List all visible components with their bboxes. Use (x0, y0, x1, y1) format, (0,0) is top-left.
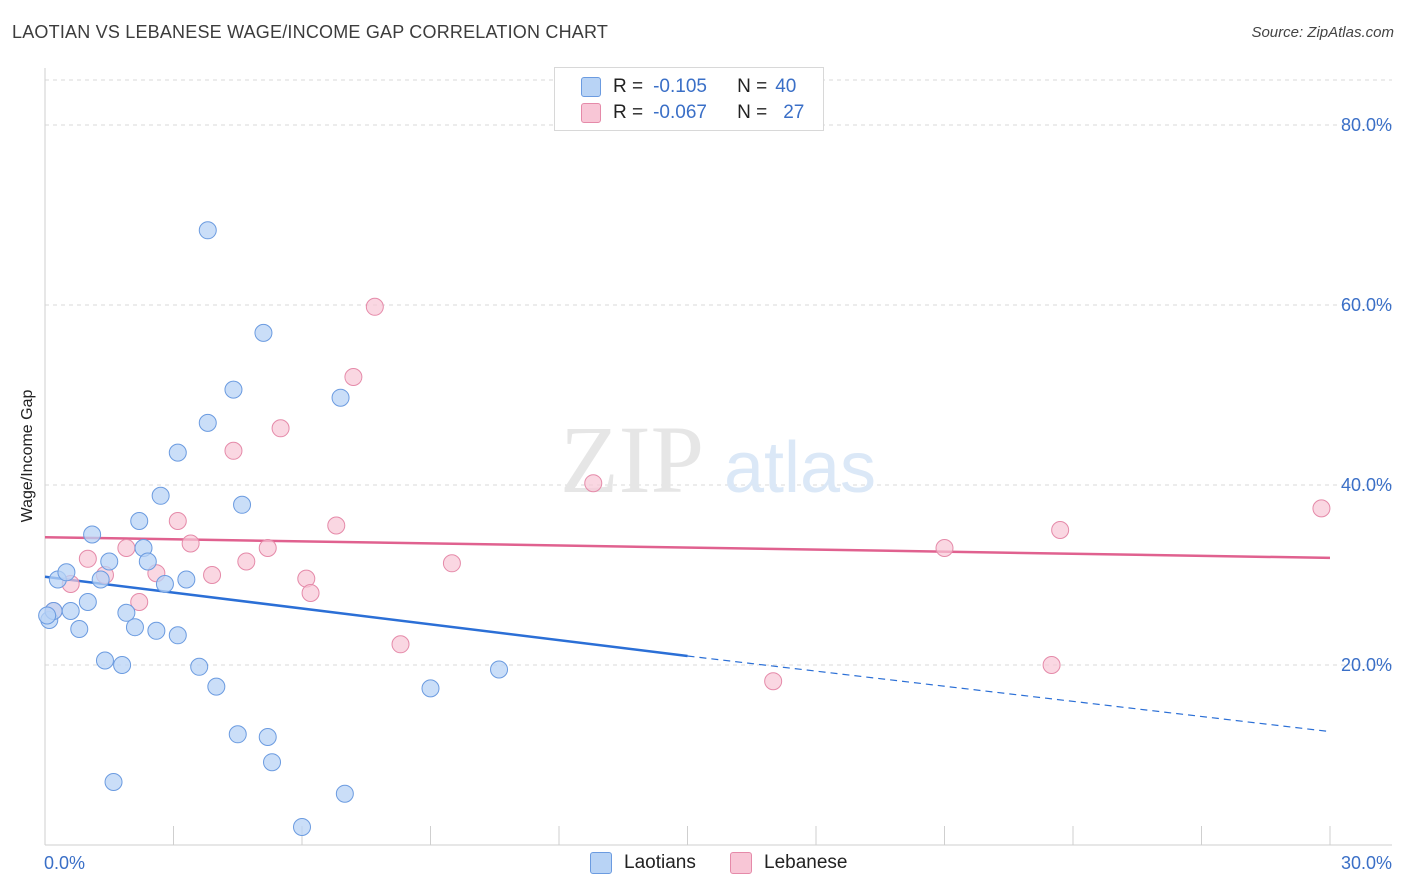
y-tick-label: 20.0% (1341, 655, 1392, 675)
data-point-laotians (155, 575, 174, 593)
data-point-lebanese (181, 534, 200, 553)
trend-lines (44, 535, 1331, 733)
data-point-laotians (293, 818, 311, 836)
data-point-laotians (190, 657, 209, 676)
chart-title: LAOTIAN VS LEBANESE WAGE/INCOME GAP CORR… (12, 22, 609, 42)
trend-line-lebanese (44, 535, 1331, 560)
legend-swatch-lebanese (581, 103, 601, 123)
trend-line-laotians (44, 575, 688, 658)
data-point-lebanese (301, 584, 320, 602)
data-point-laotians (207, 677, 226, 696)
data-point-laotians (147, 621, 166, 640)
data-point-lebanese (764, 672, 783, 691)
data-point-lebanese (1312, 499, 1331, 518)
y-axis-label: Wage/Income Gap (19, 390, 36, 523)
data-point-lebanese (391, 635, 410, 654)
data-point-lebanese (935, 539, 954, 557)
data-point-laotians (224, 380, 243, 399)
data-point-lebanese (344, 368, 363, 386)
legend-swatch-laotians (581, 77, 601, 97)
bottom-legend-label-lebanese: Lebanese (764, 852, 848, 873)
data-point-laotians (233, 495, 252, 514)
bottom-legend-label-laotians: Laotians (624, 852, 696, 873)
series-laotians (38, 221, 509, 836)
data-point-laotians (177, 570, 196, 589)
data-point-lebanese (365, 297, 384, 316)
data-point-laotians (95, 651, 114, 670)
grid-lines (45, 79, 1392, 666)
trend-line-laotians-extension (687, 655, 1331, 733)
x-tick-label: 30.0% (1341, 853, 1392, 873)
bottom-legend-lebanese: Lebanese (730, 852, 847, 874)
data-point-laotians (421, 679, 440, 698)
data-point-lebanese (203, 566, 222, 584)
y-tick-label: 60.0% (1341, 295, 1392, 315)
data-point-lebanese (1051, 521, 1070, 539)
data-point-lebanese (442, 554, 461, 573)
data-point-laotians (198, 413, 217, 432)
watermark-zip: ZIP (560, 406, 704, 513)
legend-row-laotians: R = -0.105 N = 40 (581, 76, 796, 98)
bottom-legend-swatch-lebanese (730, 852, 752, 874)
data-point-laotians (198, 221, 217, 240)
data-point-lebanese (258, 539, 277, 557)
stats-legend: R = -0.105 N = 40 R = -0.067 N = 27 (554, 67, 824, 131)
data-point-lebanese (327, 516, 346, 535)
data-point-laotians (125, 618, 144, 637)
data-point-laotians (78, 593, 97, 611)
legend-n-label: N = (737, 76, 768, 97)
data-point-laotians (70, 620, 89, 638)
data-point-lebanese (224, 441, 243, 460)
data-point-laotians (83, 525, 102, 544)
legend-r-value: -0.105 (653, 76, 707, 97)
data-point-laotians (117, 603, 136, 622)
chart-source: Source: ZipAtlas.com (1251, 24, 1394, 41)
data-point-laotians (263, 753, 282, 772)
data-point-laotians (151, 486, 170, 505)
data-point-laotians (113, 656, 132, 674)
watermark-atlas: atlas (724, 428, 876, 508)
data-point-lebanese (584, 474, 603, 493)
legend-r-label: R = (613, 102, 644, 123)
legend-row-lebanese: R = -0.067 N = 27 (581, 102, 804, 124)
legend-n-value: 27 (783, 102, 805, 123)
axes: 20.0% 40.0% 60.0% 80.0% 0.0% 30.0% (44, 68, 1392, 873)
data-point-lebanese (78, 549, 97, 568)
data-point-lebanese (237, 552, 256, 571)
data-point-laotians (490, 660, 509, 679)
watermark: ZIP atlas (560, 406, 876, 513)
data-point-laotians (138, 552, 157, 571)
data-point-laotians (104, 773, 123, 791)
y-tick-label: 40.0% (1341, 475, 1392, 495)
data-point-laotians (254, 323, 273, 342)
data-point-laotians (130, 512, 149, 530)
data-point-laotians (228, 725, 247, 744)
legend-r-label: R = (613, 76, 644, 97)
data-point-laotians (100, 552, 119, 571)
data-point-lebanese (1042, 656, 1061, 674)
data-point-laotians (168, 626, 187, 645)
legend-r-value: -0.067 (653, 102, 707, 123)
data-point-lebanese (130, 593, 149, 611)
legend-n-label: N = (737, 102, 768, 123)
data-point-lebanese (117, 539, 136, 557)
data-point-laotians (335, 784, 354, 803)
legend-n-value: 40 (775, 76, 797, 97)
data-point-laotians (168, 443, 187, 462)
y-tick-label: 80.0% (1341, 115, 1392, 135)
data-point-laotians (38, 606, 57, 625)
data-point-lebanese (168, 512, 187, 530)
x-tick-label: 0.0% (44, 853, 85, 873)
data-point-laotians (57, 563, 76, 582)
data-point-laotians (258, 728, 277, 746)
data-point-laotians (91, 570, 110, 589)
bottom-legend-swatch-laotians (590, 852, 612, 874)
data-point-laotians (61, 602, 80, 620)
data-point-laotians (331, 388, 350, 407)
data-point-lebanese (271, 419, 290, 438)
bottom-legend-laotians: Laotians (590, 852, 696, 874)
